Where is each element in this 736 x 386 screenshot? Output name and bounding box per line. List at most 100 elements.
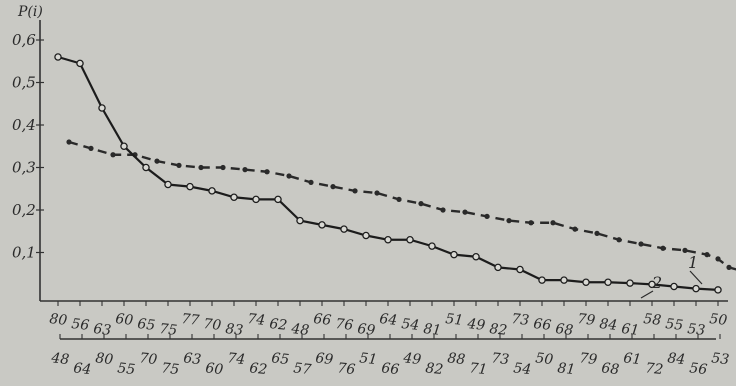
x-tick-label-secondary: 60 xyxy=(205,360,224,378)
data-point xyxy=(616,237,622,243)
data-point xyxy=(220,164,226,171)
data-point xyxy=(462,209,468,215)
y-tick-label: 0,2 xyxy=(12,201,36,219)
data-point xyxy=(164,180,172,189)
x-tick-label-secondary: 82 xyxy=(425,360,444,378)
data-point xyxy=(186,182,194,191)
data-point xyxy=(374,190,380,196)
data-point xyxy=(484,213,490,219)
data-point xyxy=(76,59,84,68)
series-2-leader xyxy=(640,290,654,299)
data-point xyxy=(494,263,502,272)
x-tick-label-secondary: 66 xyxy=(381,360,400,378)
x-tick-label: 54 xyxy=(401,316,420,334)
axes xyxy=(36,20,728,340)
data-point xyxy=(54,53,62,61)
x-tick-label: 51 xyxy=(445,311,464,329)
x-tick-label-secondary: 79 xyxy=(579,350,598,368)
data-point xyxy=(550,220,556,226)
data-point xyxy=(176,162,182,168)
y-tick-label: 0,6 xyxy=(12,31,36,49)
x-tick-label: 60 xyxy=(115,311,134,329)
data-point xyxy=(296,216,304,225)
data-point xyxy=(120,142,128,150)
series-2-label: 2 xyxy=(651,273,662,292)
data-point xyxy=(626,279,634,287)
data-point xyxy=(406,235,414,244)
x-tick-label: 76 xyxy=(335,316,354,334)
x-tick-label-secondary: 50 xyxy=(535,350,554,368)
x-tick-label: 69 xyxy=(357,321,376,339)
x-tick-label: 49 xyxy=(466,316,486,334)
x-tick-label-secondary: 74 xyxy=(227,350,246,368)
x-tick-label-secondary: 75 xyxy=(161,360,180,378)
x-tick-label-secondary: 88 xyxy=(447,350,466,368)
data-point xyxy=(198,164,204,171)
data-point xyxy=(572,226,578,232)
x-tick-label-secondary: 54 xyxy=(513,360,532,378)
data-point xyxy=(472,252,480,261)
y-tick-label: 0,5 xyxy=(12,74,36,92)
data-point xyxy=(428,242,436,250)
x-tick-label: 66 xyxy=(533,316,552,334)
data-point xyxy=(670,282,678,291)
x-tick-label: 77 xyxy=(181,311,200,329)
x-tick-label-secondary: 84 xyxy=(667,350,686,368)
data-point xyxy=(142,163,150,172)
data-point xyxy=(648,280,656,289)
data-point xyxy=(274,195,282,204)
x-tick-label-secondary: 51 xyxy=(359,350,378,368)
x-tick-label-secondary: 56 xyxy=(689,360,708,378)
data-point xyxy=(506,218,512,224)
data-point xyxy=(594,230,600,236)
x-tick-label-secondary: 70 xyxy=(139,350,158,368)
x-tick-label-secondary: 53 xyxy=(711,350,730,368)
data-point xyxy=(450,250,458,259)
x-tick-label-secondary: 69 xyxy=(315,350,334,368)
x-tick-label: 58 xyxy=(643,311,662,329)
data-point xyxy=(418,201,424,207)
data-point xyxy=(440,207,446,213)
x-tick-label: 66 xyxy=(313,311,332,329)
x-tick-label: 83 xyxy=(225,321,244,339)
x-tick-label: 81 xyxy=(423,321,442,339)
x-tick-label-secondary: 72 xyxy=(645,360,664,378)
x-tick-label: 61 xyxy=(621,321,640,339)
data-point xyxy=(340,225,348,233)
x-tick-label: 48 xyxy=(290,321,310,339)
series-labels: 12 xyxy=(640,253,703,299)
x-tick-label: 80 xyxy=(49,311,68,329)
x-tick-label-secondary: 62 xyxy=(249,360,268,378)
data-point xyxy=(88,145,94,151)
y-tick-label: 0,4 xyxy=(12,116,36,134)
x-tick-label-secondary: 65 xyxy=(271,350,290,368)
data-point xyxy=(154,158,160,164)
data-point xyxy=(110,152,116,158)
x-tick-label-secondary: 73 xyxy=(491,350,510,368)
data-point xyxy=(726,264,732,270)
x-tick-label-secondary: 63 xyxy=(183,350,202,368)
data-point xyxy=(362,231,370,240)
data-point xyxy=(396,196,402,202)
data-point xyxy=(682,247,688,253)
data-point xyxy=(516,265,524,274)
series-1-label: 1 xyxy=(688,253,698,272)
x-tick-label: 82 xyxy=(489,321,508,339)
x-tick-label: 64 xyxy=(379,311,398,329)
y-axis-label: P(i) xyxy=(17,4,43,20)
data-point xyxy=(352,188,358,194)
data-point xyxy=(384,235,392,244)
series-layer xyxy=(54,53,736,294)
data-point xyxy=(660,245,666,251)
x-tick-label-secondary: 49 xyxy=(402,350,422,368)
data-point xyxy=(582,278,590,286)
x-tick-label: 62 xyxy=(269,316,288,334)
y-tick-label: 0,1 xyxy=(12,244,36,262)
x-tick-label: 65 xyxy=(137,316,156,334)
data-point xyxy=(715,256,721,262)
x-tick-label-secondary: 81 xyxy=(557,360,576,378)
x-tick-label: 74 xyxy=(247,311,266,329)
data-point xyxy=(318,221,326,229)
